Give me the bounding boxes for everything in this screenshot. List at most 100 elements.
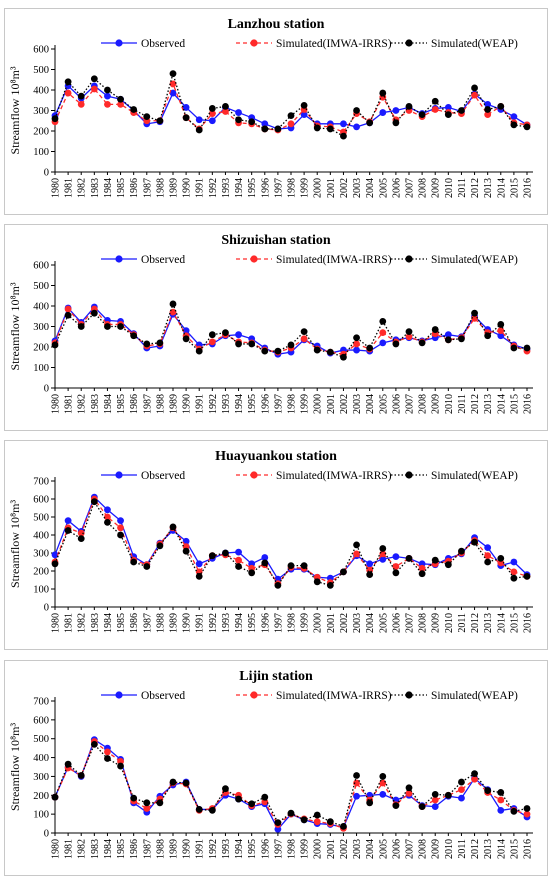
data-point bbox=[431, 790, 439, 798]
data-point bbox=[484, 787, 492, 794]
x-tick-label: 1988 bbox=[155, 613, 166, 633]
data-point bbox=[222, 329, 229, 337]
y-tick-label: 600 bbox=[33, 495, 49, 506]
x-tick-label: 1989 bbox=[169, 394, 180, 414]
y-tick-label: 0 bbox=[44, 384, 49, 395]
x-tick-label: 1980 bbox=[51, 178, 62, 198]
data-point bbox=[104, 92, 111, 100]
data-point bbox=[431, 556, 439, 564]
data-point bbox=[235, 548, 242, 556]
data-point bbox=[510, 121, 518, 129]
x-tick-label: 1994 bbox=[234, 178, 245, 198]
data-point bbox=[287, 341, 295, 349]
data-point bbox=[222, 103, 229, 110]
data-point bbox=[64, 89, 72, 97]
data-point bbox=[444, 331, 452, 339]
x-tick-label: 1992 bbox=[208, 613, 219, 633]
x-tick-label: 2010 bbox=[444, 178, 455, 198]
x-tick-label: 2008 bbox=[418, 394, 429, 414]
data-point bbox=[195, 347, 203, 355]
data-point bbox=[274, 347, 282, 355]
data-point bbox=[418, 564, 426, 572]
data-point bbox=[77, 772, 85, 779]
data-point bbox=[208, 105, 216, 112]
chart-title: Lijin station bbox=[239, 669, 313, 684]
data-point bbox=[431, 796, 439, 804]
data-point bbox=[353, 541, 360, 549]
y-tick-label: 100 bbox=[33, 585, 49, 596]
x-tick-label: 2012 bbox=[470, 178, 481, 198]
y-axis-label: Streamflow 10⁸m³ bbox=[8, 723, 22, 812]
data-point bbox=[156, 542, 164, 550]
x-tick-label: 2004 bbox=[365, 613, 376, 633]
x-tick-label: 2009 bbox=[431, 613, 442, 633]
x-tick-label: 2002 bbox=[339, 839, 350, 859]
legend-marker bbox=[405, 255, 413, 263]
x-tick-label: 1994 bbox=[234, 394, 245, 414]
data-point bbox=[64, 517, 72, 524]
x-tick-label: 2002 bbox=[339, 394, 350, 414]
data-point bbox=[326, 125, 334, 133]
data-point bbox=[484, 332, 492, 340]
x-tick-label: 1993 bbox=[221, 178, 232, 198]
data-point bbox=[235, 556, 242, 564]
data-point bbox=[458, 107, 465, 114]
x-tick-label: 1999 bbox=[300, 839, 311, 859]
data-point bbox=[248, 800, 256, 808]
x-tick-label: 2000 bbox=[313, 839, 324, 859]
legend-label: Simulated(IMWA-IRRS) bbox=[276, 38, 392, 50]
x-tick-label: 1984 bbox=[103, 178, 114, 198]
y-tick-label: 300 bbox=[33, 772, 49, 783]
x-tick-label: 1987 bbox=[142, 839, 153, 859]
data-point bbox=[458, 794, 465, 802]
data-point bbox=[248, 340, 256, 348]
x-tick-label: 1998 bbox=[287, 613, 298, 633]
x-tick-label: 1988 bbox=[155, 178, 166, 198]
data-point bbox=[130, 558, 138, 566]
x-tick-label: 2000 bbox=[313, 394, 324, 414]
x-tick-label: 1995 bbox=[247, 394, 258, 414]
x-tick-label: 2000 bbox=[313, 613, 324, 633]
y-tick-label: 400 bbox=[33, 531, 49, 542]
data-point bbox=[444, 111, 452, 118]
data-point bbox=[431, 106, 439, 113]
data-point bbox=[287, 120, 295, 128]
y-tick-label: 500 bbox=[33, 734, 49, 745]
data-point bbox=[261, 120, 269, 128]
x-tick-label: 2000 bbox=[313, 178, 324, 198]
x-tick-label: 1981 bbox=[64, 839, 75, 859]
data-point bbox=[182, 547, 190, 555]
x-tick-label: 1985 bbox=[116, 394, 127, 414]
x-tick-label: 1992 bbox=[208, 178, 219, 198]
x-tick-label: 2008 bbox=[418, 839, 429, 859]
data-point bbox=[444, 791, 452, 799]
data-point bbox=[471, 314, 478, 322]
legend-marker bbox=[250, 255, 258, 263]
x-tick-label: 1990 bbox=[182, 178, 193, 198]
data-point bbox=[379, 317, 387, 325]
x-tick-label: 1998 bbox=[287, 839, 298, 859]
x-tick-label: 2004 bbox=[365, 394, 376, 414]
x-tick-label: 2016 bbox=[523, 839, 534, 859]
y-tick-label: 200 bbox=[33, 343, 49, 354]
data-point bbox=[392, 340, 400, 348]
data-point bbox=[366, 799, 374, 807]
chart-title: Lanzhou station bbox=[228, 17, 325, 32]
x-tick-label: 1995 bbox=[247, 839, 258, 859]
data-point bbox=[117, 517, 124, 524]
data-point bbox=[340, 353, 347, 361]
x-tick-label: 1991 bbox=[195, 613, 206, 633]
data-point bbox=[51, 341, 59, 349]
x-tick-label: 1991 bbox=[195, 839, 206, 859]
data-point bbox=[77, 529, 85, 537]
data-point bbox=[458, 786, 465, 794]
x-tick-label: 1993 bbox=[221, 394, 232, 414]
data-point bbox=[143, 799, 151, 807]
chart-panel-lijin: Lijin station 0 100 200 300 400 500 600 700 Strea… bbox=[4, 660, 548, 876]
y-tick-label: 100 bbox=[33, 147, 49, 158]
data-point bbox=[64, 305, 72, 313]
data-point bbox=[326, 348, 334, 356]
data-point bbox=[300, 111, 308, 118]
x-tick-label: 2015 bbox=[509, 839, 520, 859]
data-point bbox=[64, 311, 72, 319]
